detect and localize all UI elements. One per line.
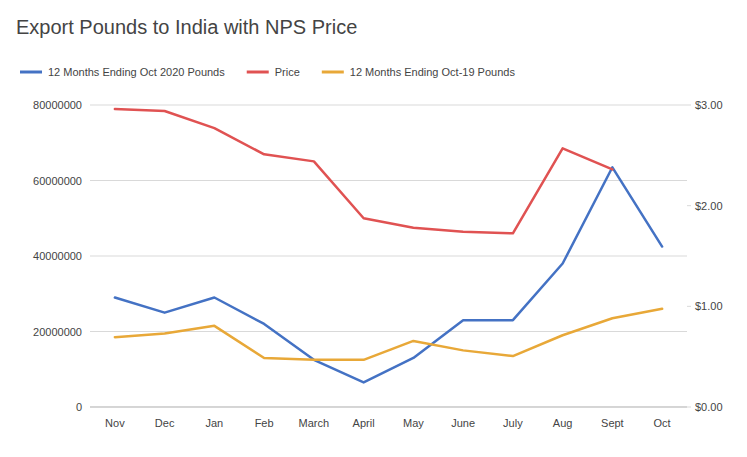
legend-swatch (322, 71, 344, 74)
series-line (115, 309, 662, 360)
legend-swatch (247, 71, 269, 74)
y-tick-label: 60000000 (33, 175, 82, 187)
y2-tick (687, 205, 691, 206)
x-tick-label: Jan (206, 417, 224, 429)
x-axis-line (90, 407, 687, 408)
x-tick-label: Sept (601, 417, 624, 429)
legend-item: Price (247, 66, 300, 78)
y2-tick-label: $1.00 (695, 300, 723, 312)
y-tick-label: 0 (76, 401, 82, 413)
x-tick-label: July (503, 417, 523, 429)
x-tick-label: May (403, 417, 424, 429)
y2-tick-label: $3.00 (695, 99, 723, 111)
legend: 12 Months Ending Oct 2020 Pounds Price 12 … (20, 66, 515, 78)
legend-item: 12 Months Ending Oct-19 Pounds (322, 66, 516, 78)
title: Export Pounds to India with NPS Price (16, 16, 357, 38)
legend-label: 12 Months Ending Oct-19 Pounds (350, 66, 516, 78)
x-tick-label: March (299, 417, 330, 429)
y-tick-label: 20000000 (33, 326, 82, 338)
y2-tick (687, 105, 691, 106)
series-line (115, 109, 613, 233)
legend-label: 12 Months Ending Oct 2020 Pounds (48, 66, 225, 78)
x-tick-label: Aug (553, 417, 573, 429)
chart: Export Pounds to India with NPS Price 12 … (0, 0, 747, 457)
x-tick-label: Nov (105, 417, 125, 429)
x-tick-label: Dec (155, 417, 175, 429)
series-group (115, 109, 662, 382)
x-tick-label: Oct (654, 417, 671, 429)
y2-tick-label: $0.00 (695, 401, 723, 413)
x-tick-label: April (353, 417, 375, 429)
y-tick-label: 40000000 (33, 250, 82, 262)
grid-line (90, 407, 687, 408)
y2-tick-label: $2.00 (695, 200, 723, 212)
y2-tick (687, 306, 691, 307)
x-tick-label: June (451, 417, 475, 429)
series-line (115, 167, 662, 382)
grid-line (90, 180, 687, 181)
legend-label: Price (275, 66, 300, 78)
grid-line (90, 256, 687, 257)
y2-tick (687, 407, 691, 408)
legend-swatch (20, 71, 42, 74)
grid-line (90, 105, 687, 106)
axes: 0 20000000 40000000 60000000 80000000 $0.00 $1… (33, 99, 722, 429)
y-tick-label: 80000000 (33, 99, 82, 111)
legend-item: 12 Months Ending Oct 2020 Pounds (20, 66, 225, 78)
x-tick-label: Feb (255, 417, 274, 429)
